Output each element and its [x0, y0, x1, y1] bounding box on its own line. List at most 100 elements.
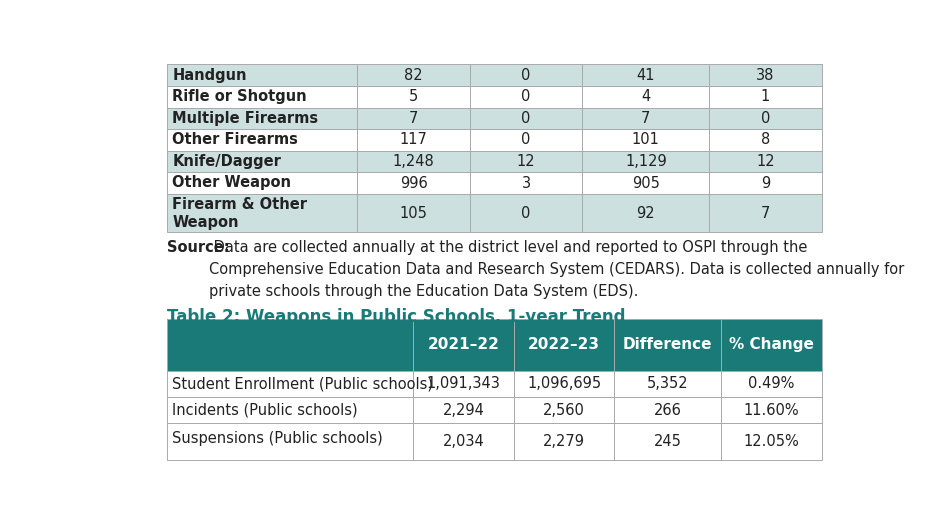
Text: 1,248: 1,248 [392, 154, 434, 169]
Bar [470, 86, 582, 107]
Bar [167, 371, 414, 397]
Text: 41: 41 [637, 68, 655, 83]
Text: 2021–22: 2021–22 [428, 337, 500, 352]
Bar [709, 172, 822, 194]
Text: 1,129: 1,129 [625, 154, 666, 169]
Text: 12: 12 [756, 154, 774, 169]
Bar [358, 107, 470, 129]
Text: 2,294: 2,294 [443, 402, 485, 418]
Bar [582, 129, 709, 151]
Text: 8: 8 [761, 133, 770, 147]
Text: 4: 4 [641, 89, 651, 104]
Text: 117: 117 [400, 133, 428, 147]
Bar [167, 151, 358, 172]
Bar [470, 151, 582, 172]
Bar [167, 319, 822, 371]
Text: 82: 82 [404, 68, 423, 83]
Bar [167, 423, 822, 460]
Text: 245: 245 [654, 434, 681, 449]
Bar [167, 423, 414, 460]
Text: Suspensions (Public schools): Suspensions (Public schools) [172, 431, 383, 446]
Bar [358, 64, 470, 86]
Bar [514, 371, 614, 397]
Bar [614, 423, 721, 460]
Bar [414, 371, 514, 397]
Bar [470, 107, 582, 129]
Text: 0: 0 [521, 68, 530, 83]
Text: Difference: Difference [624, 337, 713, 352]
Bar [582, 107, 709, 129]
Bar [514, 397, 614, 423]
Text: 0: 0 [521, 205, 530, 221]
Text: 0: 0 [521, 133, 530, 147]
Text: 38: 38 [757, 68, 774, 83]
Bar [709, 194, 822, 232]
Bar [358, 86, 470, 107]
Bar [470, 129, 582, 151]
Bar [167, 107, 358, 129]
Text: 12.05%: 12.05% [744, 434, 800, 449]
Bar [414, 397, 514, 423]
Text: 2,279: 2,279 [543, 434, 585, 449]
Text: 2,034: 2,034 [443, 434, 485, 449]
Text: Student Enrollment (Public schools): Student Enrollment (Public schools) [172, 376, 433, 391]
Bar [709, 151, 822, 172]
Bar [358, 172, 470, 194]
Bar [167, 151, 822, 172]
Text: 0: 0 [521, 111, 530, 126]
Bar [167, 129, 822, 151]
Bar [470, 64, 582, 86]
Text: 905: 905 [632, 176, 660, 191]
Bar [721, 423, 822, 460]
Text: Firearm & Other
Weapon: Firearm & Other Weapon [172, 196, 308, 230]
Text: 2,560: 2,560 [543, 402, 585, 418]
Text: 1: 1 [761, 89, 770, 104]
Text: % Change: % Change [729, 337, 814, 352]
Text: Knife/Dagger: Knife/Dagger [172, 154, 281, 169]
Text: Handgun: Handgun [172, 68, 247, 83]
Text: 9: 9 [761, 176, 770, 191]
Text: 5: 5 [409, 89, 418, 104]
Bar [709, 64, 822, 86]
Bar [167, 371, 822, 397]
Text: Rifle or Shotgun: Rifle or Shotgun [172, 89, 307, 104]
Bar [358, 194, 470, 232]
Bar [167, 64, 358, 86]
Bar [167, 86, 822, 107]
Text: 101: 101 [632, 133, 660, 147]
Text: 7: 7 [761, 205, 770, 221]
Bar [167, 107, 822, 129]
Text: Multiple Firearms: Multiple Firearms [172, 111, 319, 126]
Bar [709, 107, 822, 129]
Text: 266: 266 [654, 402, 681, 418]
Text: 0: 0 [521, 89, 530, 104]
Text: 12: 12 [516, 154, 535, 169]
Text: 7: 7 [409, 111, 418, 126]
Bar [721, 397, 822, 423]
Bar [167, 397, 414, 423]
Bar [721, 371, 822, 397]
Bar [514, 423, 614, 460]
Bar [614, 397, 721, 423]
Bar [167, 129, 358, 151]
Text: Incidents (Public schools): Incidents (Public schools) [172, 402, 358, 418]
Bar [709, 86, 822, 107]
Text: 3: 3 [522, 176, 530, 191]
Text: 1,096,695: 1,096,695 [527, 376, 601, 391]
Text: Data are collected annually at the district level and reported to OSPI through t: Data are collected annually at the distr… [209, 240, 904, 299]
Text: 1,091,343: 1,091,343 [427, 376, 500, 391]
Text: 5,352: 5,352 [647, 376, 689, 391]
Text: 11.60%: 11.60% [744, 402, 800, 418]
Text: 105: 105 [400, 205, 428, 221]
Text: 92: 92 [637, 205, 655, 221]
Text: Table 2: Weapons in Public Schools, 1-year Trend: Table 2: Weapons in Public Schools, 1-ye… [167, 308, 625, 326]
Bar [167, 194, 822, 232]
Bar [470, 194, 582, 232]
Bar [167, 172, 822, 194]
Bar [167, 64, 822, 86]
Bar [167, 172, 358, 194]
Bar [582, 172, 709, 194]
Bar [709, 129, 822, 151]
Text: 2022–23: 2022–23 [528, 337, 600, 352]
Text: Source:: Source: [167, 240, 229, 255]
